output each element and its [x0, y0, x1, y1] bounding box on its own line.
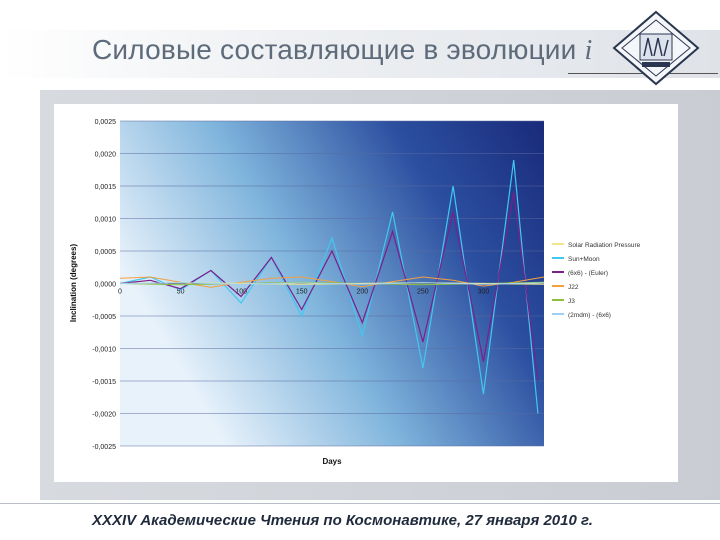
- x-tick-label: 100: [235, 289, 247, 296]
- y-tick-label: -0,0005: [92, 314, 116, 321]
- x-axis-label: Days: [322, 457, 342, 466]
- y-tick-label: 0,0015: [95, 184, 117, 191]
- legend-label: J3: [568, 298, 575, 305]
- y-tick-label: -0,0010: [92, 347, 116, 354]
- y-tick-label: 0,0000: [95, 282, 117, 289]
- y-tick-label: 0,0005: [95, 249, 117, 256]
- x-tick-label: 150: [296, 289, 308, 296]
- y-tick-label: 0,0025: [95, 119, 117, 126]
- series-line-5: [119, 282, 545, 285]
- inclination-chart: 0,0025 0,0020 0,0015 0,0010 0,0005 0,0000 -0,0…: [69, 119, 641, 466]
- legend-label: (6x6) - (Euler): [568, 270, 608, 277]
- slide-title: Силовые составляющие в эволюции i: [92, 34, 592, 67]
- legend-label: Solar Radiation Pressure: [568, 242, 641, 249]
- x-tick-label: 0: [118, 289, 122, 296]
- x-tick-label: 200: [356, 289, 368, 296]
- footer-caption: XXXIV Академические Чтения по Космонавти…: [92, 512, 593, 529]
- legend-label: J22: [568, 284, 579, 291]
- y-tick-label: -0,0020: [92, 412, 116, 419]
- y-axis-label: Inclination (degrees): [69, 244, 78, 323]
- slide-title-text: Силовые составляющие в эволюции: [92, 34, 577, 65]
- slide-title-variable: i: [584, 35, 593, 66]
- y-tick-label: 0,0010: [95, 217, 117, 224]
- title-band: [0, 30, 720, 78]
- y-tick-label: -0,0015: [92, 379, 116, 386]
- x-tick-label: 300: [478, 289, 490, 296]
- chart-panel: 0,0025 0,0020 0,0015 0,0010 0,0005 0,0000 -0,0…: [54, 104, 678, 482]
- x-tick-label: 250: [417, 289, 429, 296]
- y-tick-label: -0,0025: [92, 444, 116, 451]
- legend-label: Sun+Moon: [568, 256, 600, 263]
- legend-label: (2mdm) - (6x6): [568, 312, 611, 319]
- footer-divider: [0, 503, 720, 504]
- x-tick-label: 50: [177, 289, 185, 296]
- y-tick-label: 0,0020: [95, 152, 117, 159]
- institute-emblem-icon: [612, 10, 700, 86]
